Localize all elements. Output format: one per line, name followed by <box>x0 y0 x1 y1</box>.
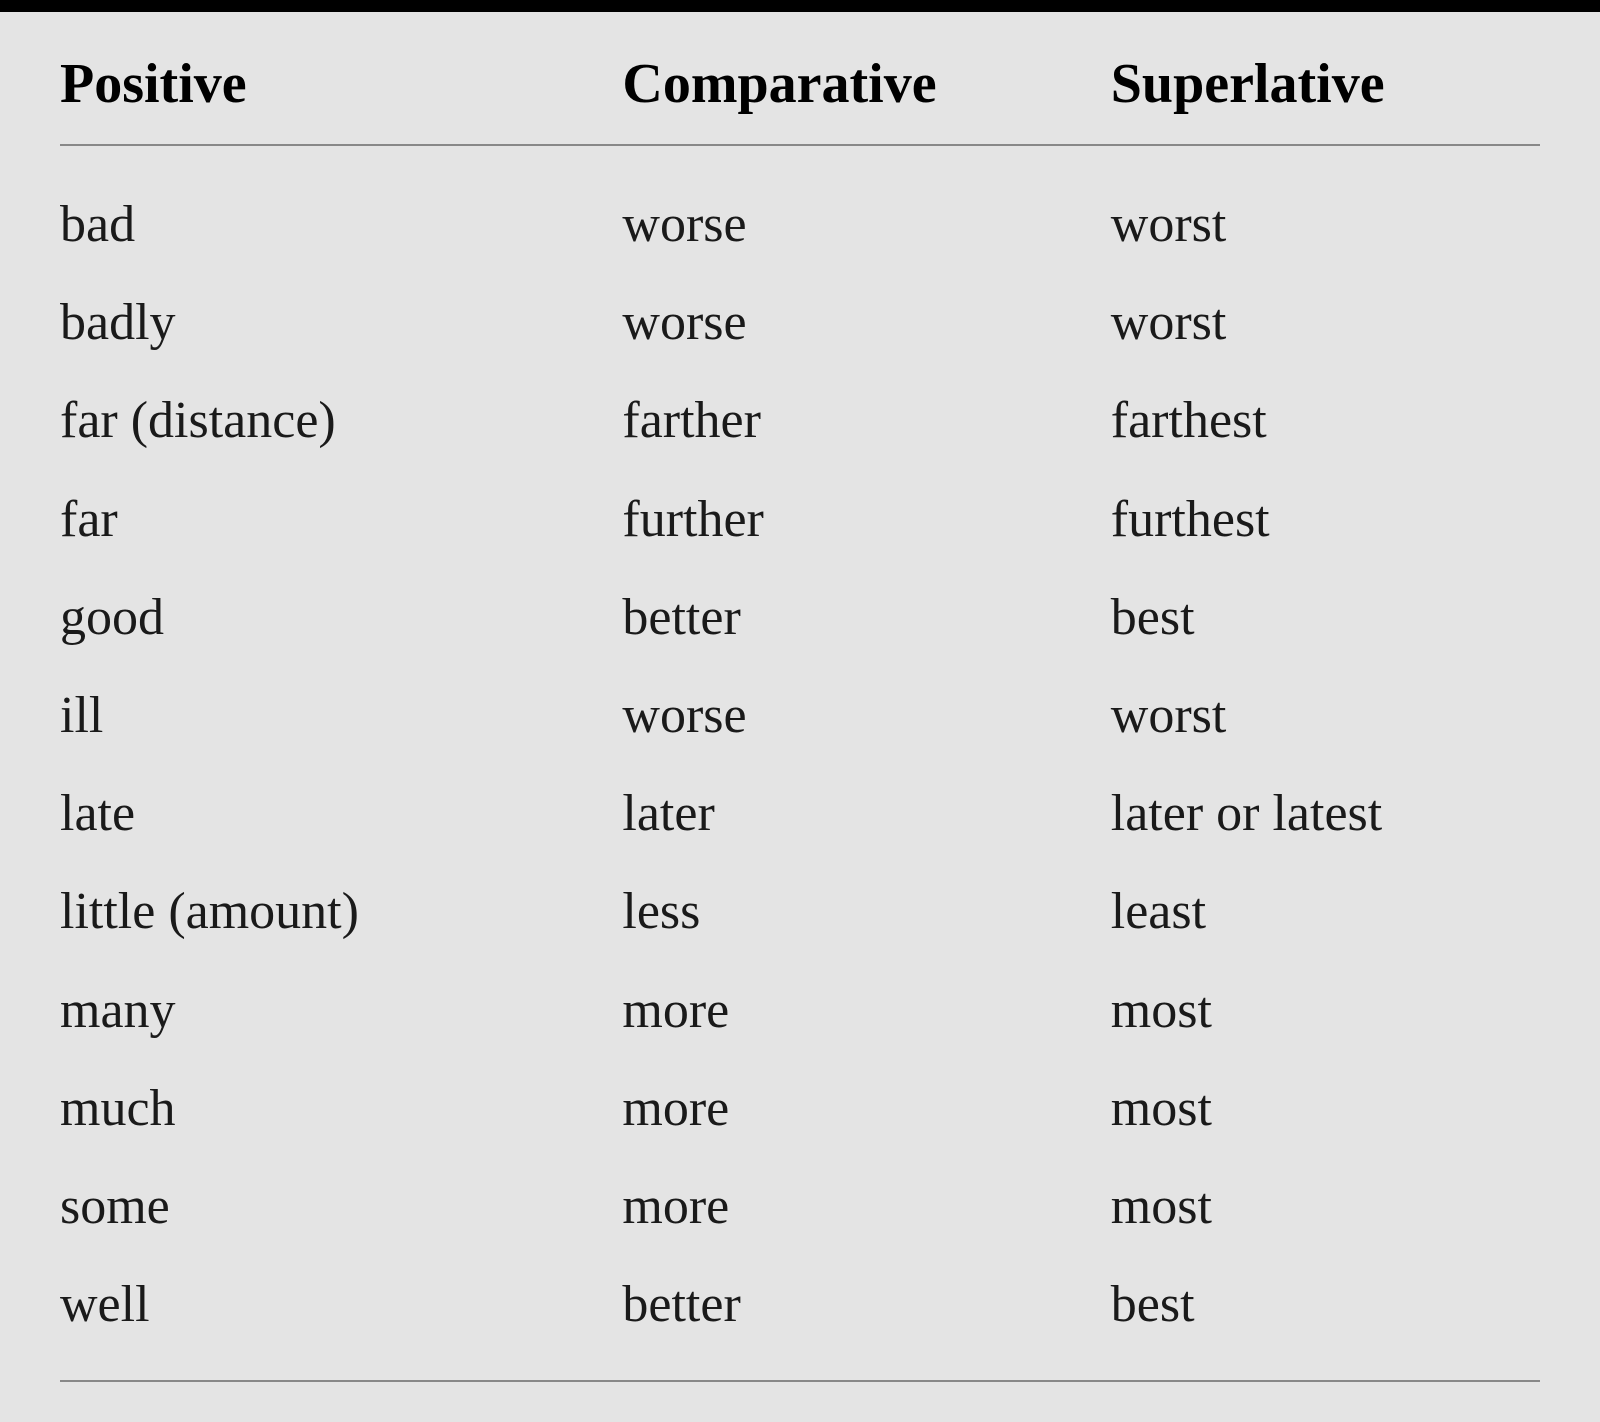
column-header-superlative: Superlative <box>1111 52 1540 145</box>
cell-comparative: less <box>622 863 1110 961</box>
cell-comparative: worse <box>622 667 1110 765</box>
cell-comparative: farther <box>622 372 1110 470</box>
table-row: far (distance) farther farthest <box>60 372 1540 470</box>
table-row: ill worse worst <box>60 667 1540 765</box>
cell-superlative: best <box>1111 569 1540 667</box>
table-row: some more most <box>60 1158 1540 1256</box>
cell-positive: good <box>60 569 622 667</box>
cell-superlative: later or latest <box>1111 765 1540 863</box>
cell-comparative: later <box>622 765 1110 863</box>
cell-superlative: most <box>1111 962 1540 1060</box>
cell-superlative: least <box>1111 863 1540 961</box>
cell-positive: far <box>60 471 622 569</box>
cell-positive: far (distance) <box>60 372 622 470</box>
table-row: little (amount) less least <box>60 863 1540 961</box>
cell-superlative: most <box>1111 1158 1540 1256</box>
table-row: far further furthest <box>60 471 1540 569</box>
table-body: bad worse worst badly worse worst far (d… <box>60 145 1540 1381</box>
column-header-comparative: Comparative <box>622 52 1110 145</box>
table-row: many more most <box>60 962 1540 1060</box>
cell-positive: ill <box>60 667 622 765</box>
cell-comparative: more <box>622 1158 1110 1256</box>
cell-comparative: more <box>622 962 1110 1060</box>
cell-comparative: better <box>622 569 1110 667</box>
cell-positive: badly <box>60 274 622 372</box>
column-header-positive: Positive <box>60 52 622 145</box>
table-row: badly worse worst <box>60 274 1540 372</box>
cell-positive: well <box>60 1256 622 1381</box>
cell-superlative: worst <box>1111 145 1540 274</box>
cell-positive: late <box>60 765 622 863</box>
table-header-row: Positive Comparative Superlative <box>60 52 1540 145</box>
cell-positive: many <box>60 962 622 1060</box>
comparison-table-container: Positive Comparative Superlative bad wor… <box>0 0 1600 1422</box>
table-row: bad worse worst <box>60 145 1540 274</box>
cell-positive: some <box>60 1158 622 1256</box>
cell-superlative: best <box>1111 1256 1540 1381</box>
cell-positive: much <box>60 1060 622 1158</box>
cell-comparative: better <box>622 1256 1110 1381</box>
cell-positive: bad <box>60 145 622 274</box>
cell-comparative: worse <box>622 274 1110 372</box>
comparison-table: Positive Comparative Superlative bad wor… <box>60 52 1540 1382</box>
cell-comparative: more <box>622 1060 1110 1158</box>
table-row: good better best <box>60 569 1540 667</box>
cell-superlative: worst <box>1111 274 1540 372</box>
cell-comparative: further <box>622 471 1110 569</box>
cell-superlative: most <box>1111 1060 1540 1158</box>
table-row: much more most <box>60 1060 1540 1158</box>
cell-superlative: farthest <box>1111 372 1540 470</box>
table-row: late later later or latest <box>60 765 1540 863</box>
cell-positive: little (amount) <box>60 863 622 961</box>
cell-comparative: worse <box>622 145 1110 274</box>
cell-superlative: worst <box>1111 667 1540 765</box>
cell-superlative: furthest <box>1111 471 1540 569</box>
table-row: well better best <box>60 1256 1540 1381</box>
